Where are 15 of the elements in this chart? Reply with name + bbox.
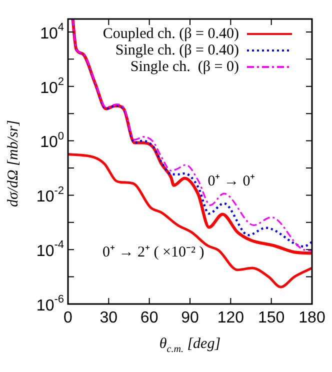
- y-axis-title: dσ/dΩ [mb/sr]: [6, 119, 22, 210]
- x-tick-label: 60: [140, 309, 158, 326]
- x-tick-label: 150: [258, 309, 285, 326]
- x-tick-label: 90: [181, 309, 199, 326]
- line-series: [68, 153, 312, 288]
- legend-label: Single ch. (β = 0): [130, 58, 239, 75]
- annotation: 0⁺ → 2⁺ ( ×10⁻² ): [102, 244, 204, 261]
- annotation: 0⁺ → 0⁺: [208, 173, 256, 190]
- legend-label: Coupled ch. (β = 0.40): [102, 26, 239, 42]
- x-tick-label: 30: [100, 309, 118, 326]
- x-tick-label: 0: [64, 309, 73, 326]
- legend-label: Single ch. (β = 0.40): [115, 42, 239, 58]
- x-axis-title: θ$_{c.m.}$ [deg]: [158, 336, 222, 355]
- x-tick-label: 180: [298, 309, 326, 326]
- x-tick-label: 120: [217, 309, 244, 326]
